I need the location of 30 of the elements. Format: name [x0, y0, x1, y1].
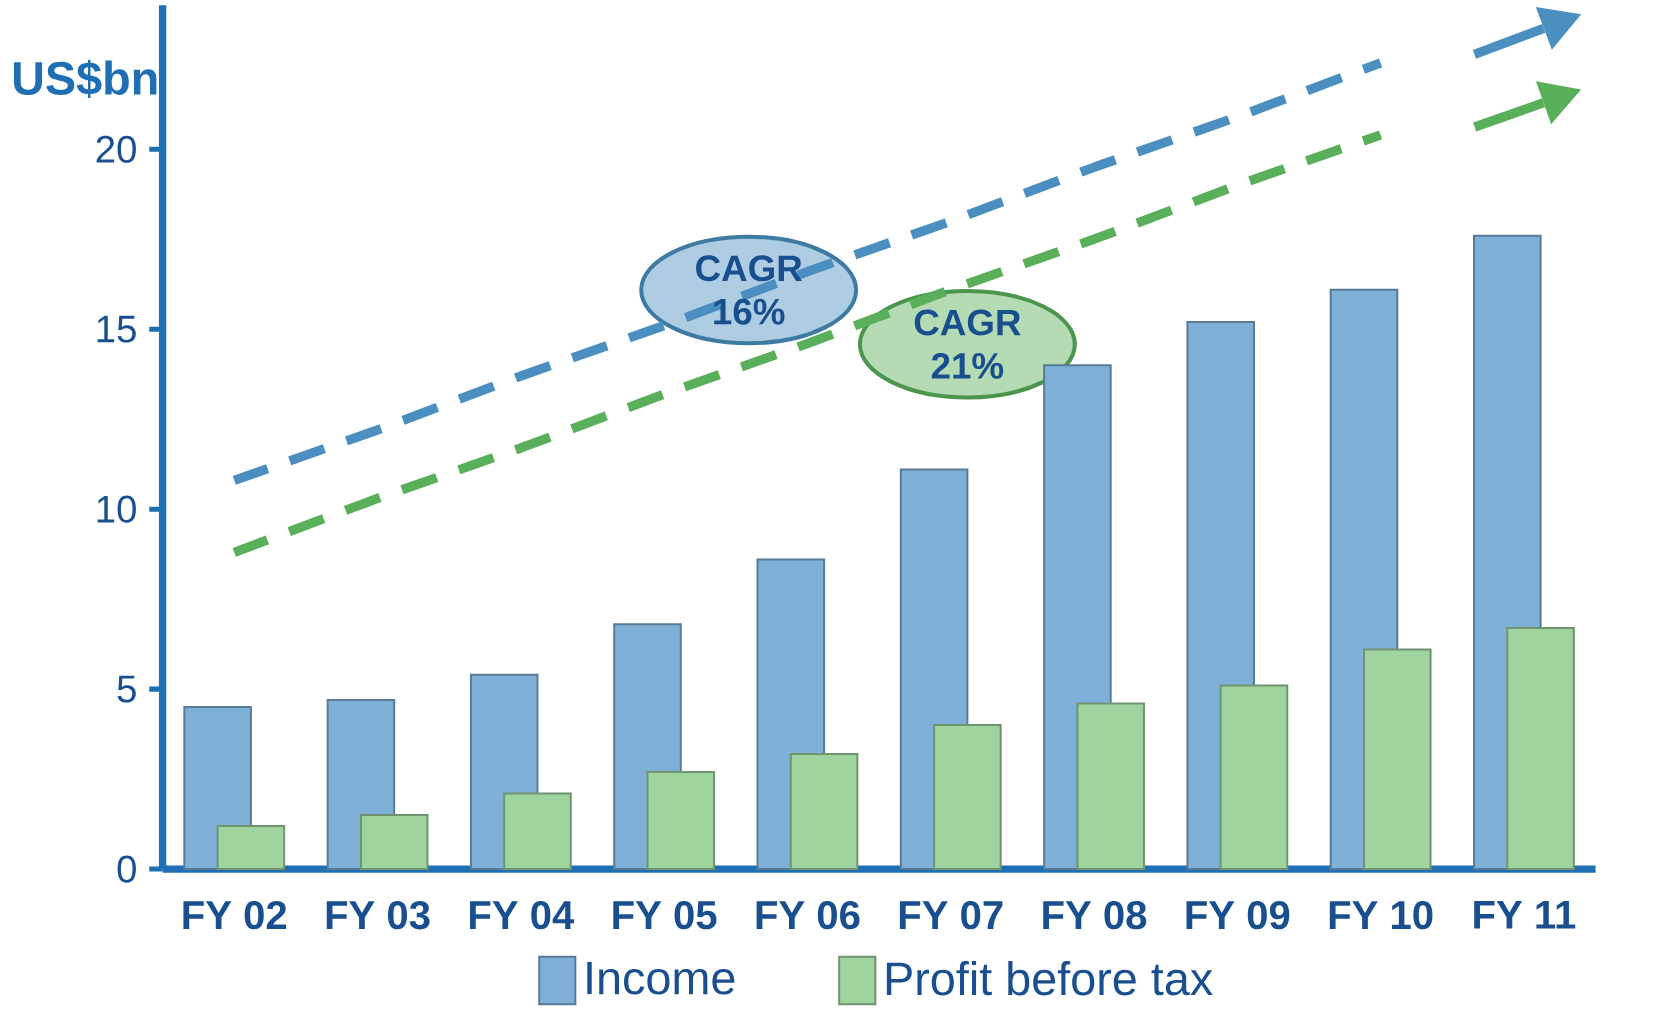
x-tick-label: FY 08: [1043, 900, 1147, 930]
x-tick-label: FY 02: [183, 900, 287, 930]
annotation: CAGR 21%: [914, 309, 1021, 379]
y-tick-label: 5: [117, 675, 136, 703]
x-tick-label: FY 03: [326, 900, 430, 930]
bar: [1506, 626, 1575, 870]
y-tick-label: 15: [97, 315, 136, 343]
x-tick-label: FY 07: [899, 900, 1003, 930]
bar: [359, 813, 429, 870]
bar: [646, 770, 716, 870]
legend-label: Profit before tax: [886, 960, 1213, 996]
y-tick-label: 0: [117, 855, 136, 883]
x-tick-label: FY 06: [756, 900, 860, 930]
y-tick-label: 20: [96, 135, 136, 163]
x-tick-label: FY 10: [1329, 900, 1433, 930]
bar: [1076, 702, 1145, 870]
x-tick-label: FY 09: [1186, 900, 1290, 930]
bar: [216, 824, 286, 870]
bar: [1219, 684, 1289, 870]
x-tick-label: FY 11: [1474, 900, 1576, 929]
bar: [503, 792, 572, 870]
x-tick-label: FY 05: [613, 900, 717, 930]
x-tick-label: FY 04: [470, 900, 575, 930]
annotation: CAGR 16%: [696, 255, 803, 325]
bar: [1362, 648, 1432, 870]
y-axis-title: US$bn: [13, 59, 157, 98]
bar: [789, 752, 859, 870]
y-tick-label: 10: [97, 495, 136, 523]
legend-label: Income: [587, 961, 735, 995]
bar: [933, 723, 1002, 870]
